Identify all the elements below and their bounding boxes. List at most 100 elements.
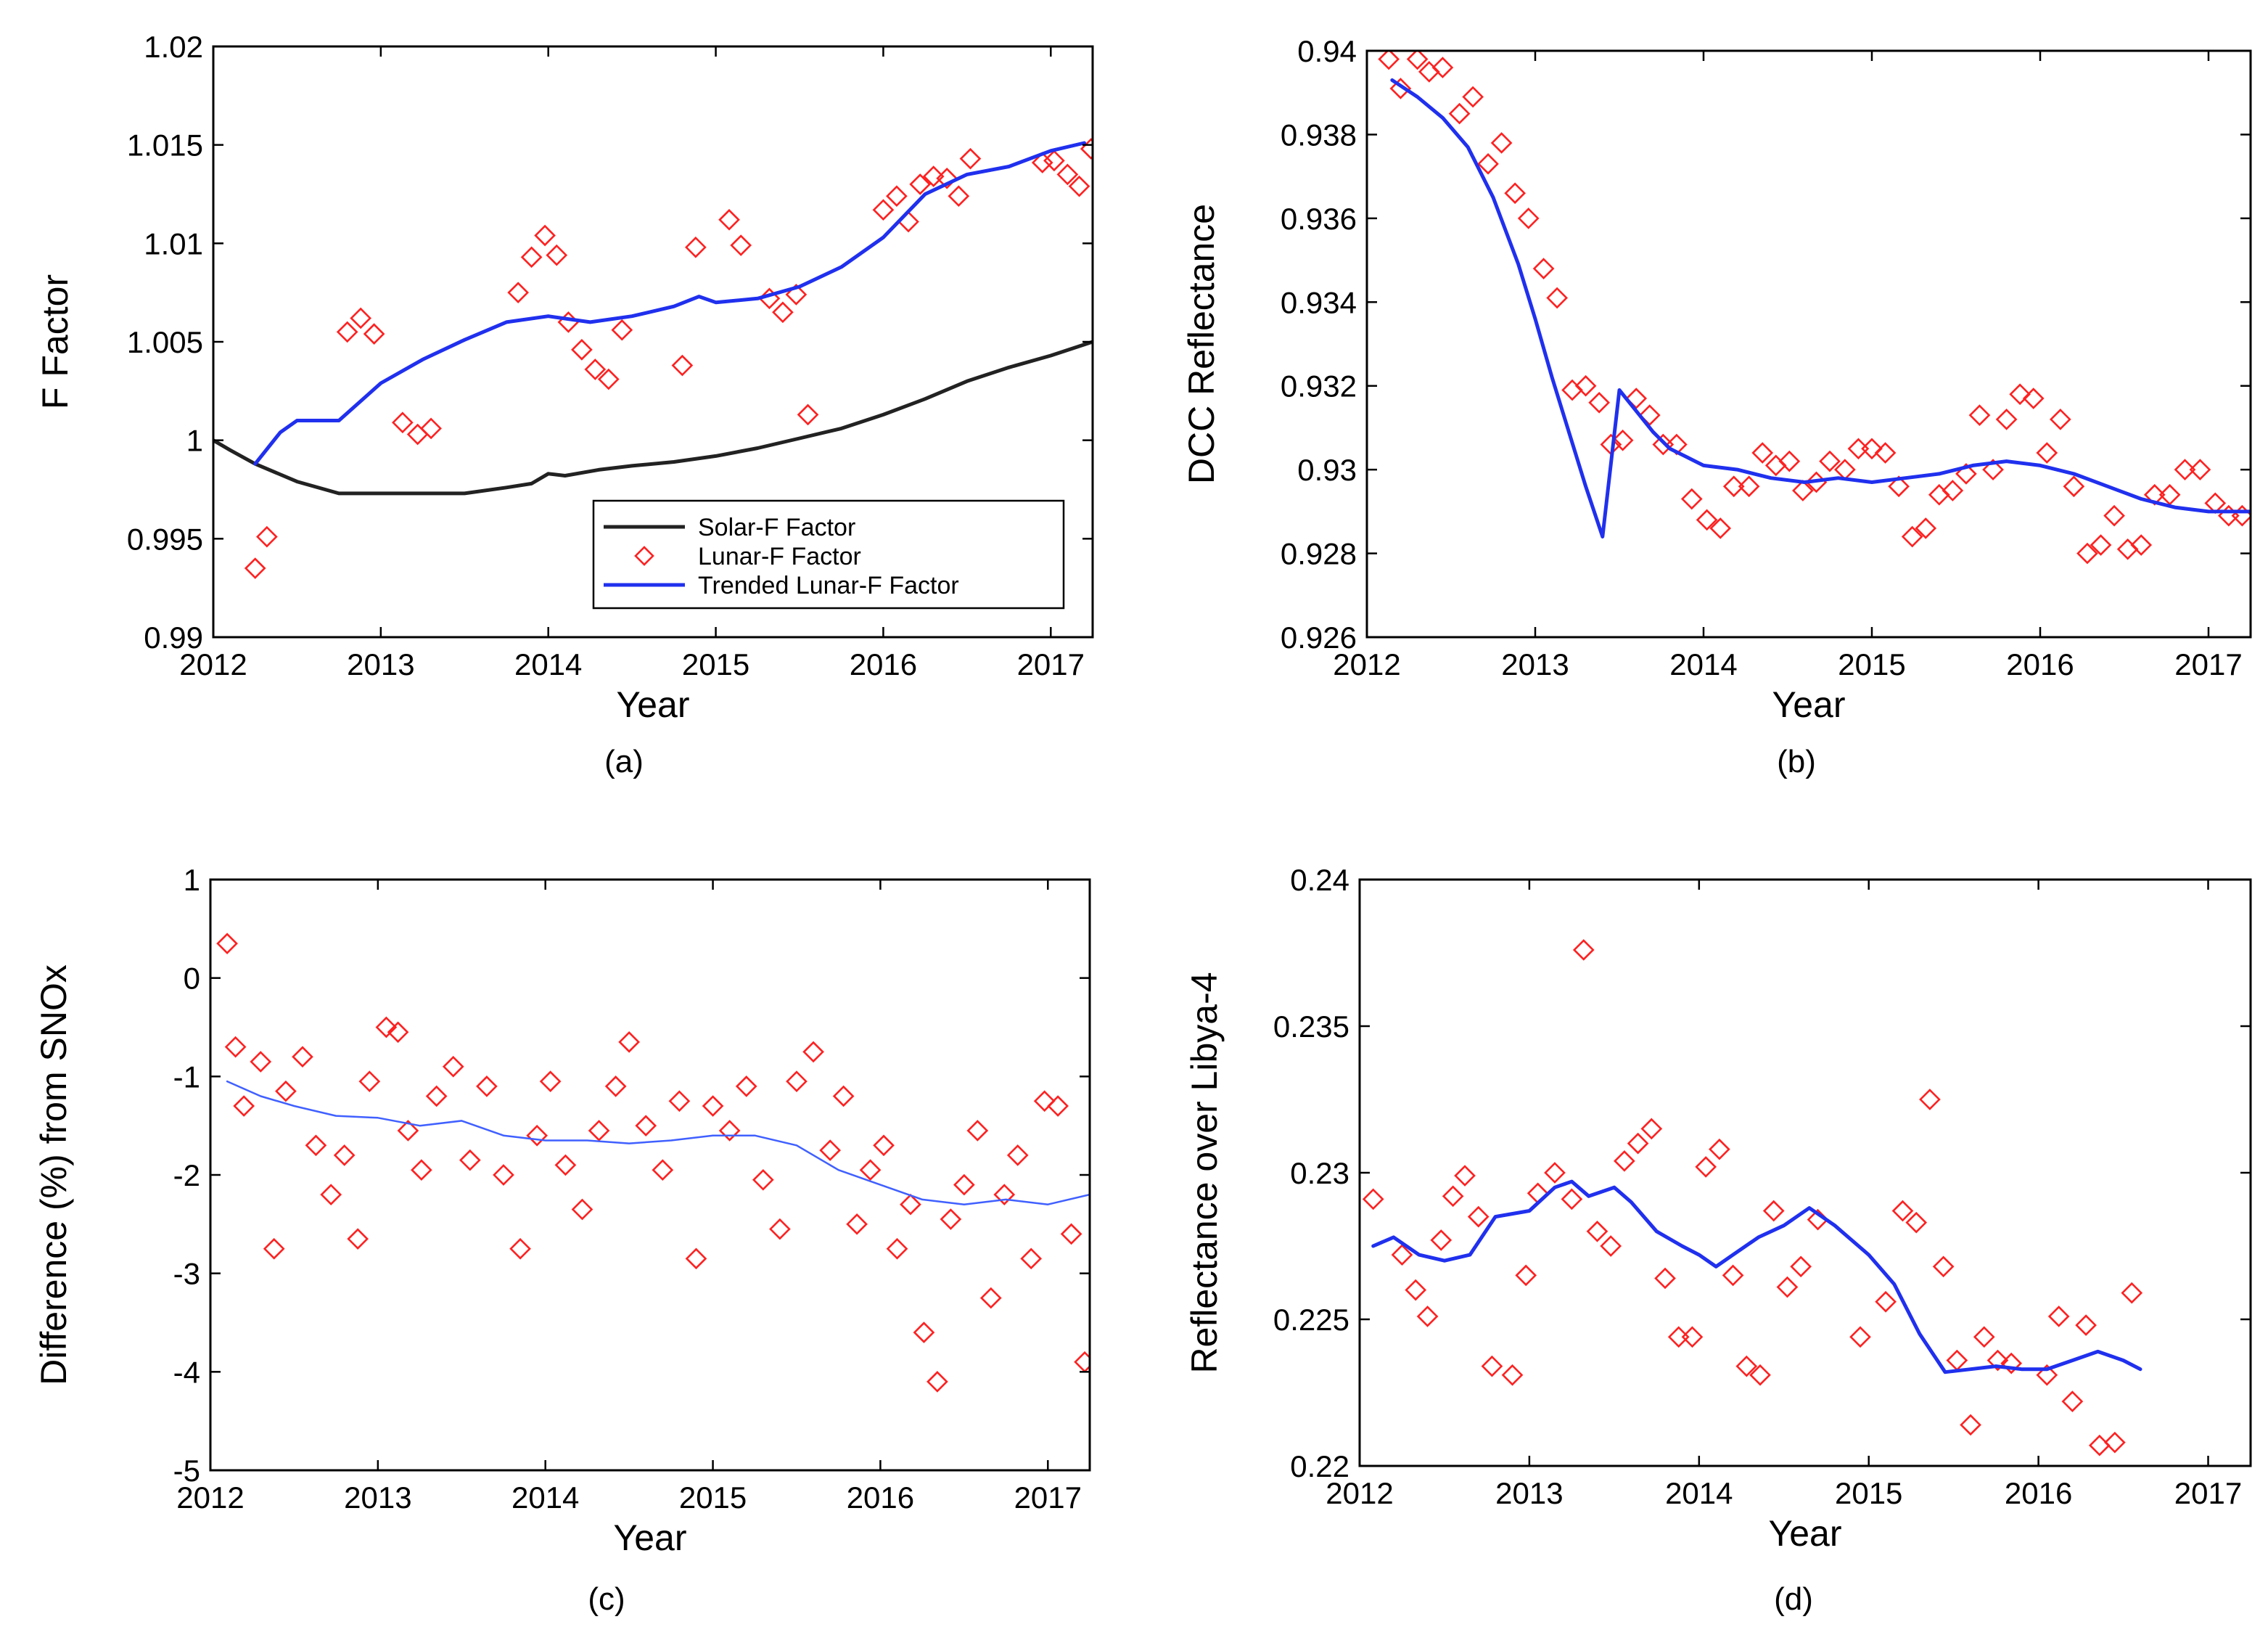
y-tick-label: 0.225	[1273, 1303, 1349, 1337]
x-tick-label: 2013	[347, 647, 414, 681]
x-tick-label: 2016	[2005, 1476, 2072, 1510]
data-point	[1919, 1089, 1941, 1110]
data-point	[873, 1134, 895, 1157]
data-point	[1901, 525, 1923, 548]
data-point	[333, 1144, 356, 1166]
series-line-a-2	[253, 141, 1086, 466]
sub-figure-caption: (d)	[1774, 1581, 1813, 1617]
data-point	[1572, 939, 1595, 961]
data-point	[886, 185, 908, 208]
data-point	[350, 307, 371, 329]
data-point	[1638, 404, 1661, 426]
data-point	[534, 224, 556, 247]
data-point	[546, 244, 568, 266]
legend-box	[592, 499, 1065, 610]
y-tick-label: -2	[173, 1158, 200, 1192]
data-point	[1625, 388, 1648, 409]
data-point	[1995, 409, 2018, 430]
data-point	[1462, 86, 1484, 108]
data-point	[1006, 1144, 1029, 1166]
chart-c: 2012 2013 2014 2015 2016 2017 -5 -4 -3 -2 -1 0 1 Year…	[33, 863, 1091, 1617]
data-point	[2061, 1390, 2084, 1412]
data-point	[275, 1080, 297, 1102]
y-tick-label: 0.936	[1281, 202, 1357, 236]
data-point	[250, 1051, 272, 1073]
y-tick-label: 0.938	[1281, 118, 1357, 152]
data-point	[1640, 1118, 1663, 1140]
x-tick-label: 2012	[176, 1480, 244, 1515]
data-point	[1477, 152, 1499, 175]
data-point	[476, 1075, 498, 1097]
data-point	[2189, 459, 2211, 480]
data-point	[363, 323, 385, 345]
y-tick-label: 0.928	[1281, 537, 1357, 571]
data-point	[1060, 1223, 1082, 1245]
y-tick-label: 1.015	[127, 128, 203, 163]
plot-frame	[209, 878, 1091, 1472]
data-point	[1709, 1138, 1730, 1160]
data-point	[1709, 517, 1732, 539]
y-tick-label: 1.005	[127, 325, 203, 359]
y-tick-label: 0.932	[1281, 369, 1357, 403]
data-point	[2022, 388, 2045, 409]
y-tick-label: 0.926	[1281, 620, 1357, 655]
data-point	[966, 1120, 989, 1142]
y-tick-label: 0.934	[1281, 285, 1357, 319]
data-point	[802, 1041, 824, 1063]
series-line-b-1	[1390, 78, 2251, 538]
data-point	[233, 1095, 255, 1117]
data-point	[1973, 1326, 1995, 1348]
x-tick-label: 2013	[344, 1480, 411, 1515]
data-point	[926, 1371, 948, 1393]
x-tick-label: 2014	[1665, 1476, 1733, 1510]
data-point	[1406, 51, 1429, 70]
data-point	[1819, 450, 1841, 472]
data-point	[1942, 480, 1964, 501]
data-point	[1561, 1188, 1583, 1210]
data-point	[1790, 1255, 1812, 1278]
data-point	[900, 1193, 921, 1216]
data-point	[1722, 475, 1745, 498]
data-point	[685, 1247, 707, 1270]
data-point	[1546, 287, 1568, 309]
data-point	[1068, 175, 1090, 197]
data-point	[1749, 1364, 1771, 1386]
data-point	[668, 1090, 691, 1113]
data-point	[597, 368, 620, 390]
data-point	[1074, 1351, 1090, 1373]
x-tick-label: 2015	[1835, 1476, 1902, 1510]
x-axis-label: Year	[1772, 684, 1845, 725]
y-tick-label: -5	[173, 1454, 200, 1488]
data-point	[735, 1075, 757, 1097]
data-point	[2088, 1434, 2111, 1456]
data-point	[411, 1159, 432, 1181]
x-tick-label: 2015	[1838, 647, 1905, 681]
data-point	[913, 1322, 935, 1343]
x-tick-label: 2017	[1014, 1480, 1082, 1515]
data-point	[347, 1228, 369, 1250]
data-point	[1448, 102, 1471, 125]
data-point	[263, 1237, 285, 1260]
plot-area-a	[213, 138, 1093, 579]
data-point	[509, 1237, 531, 1260]
y-tick-label: -3	[173, 1257, 200, 1291]
x-tick-label: 2013	[1495, 1476, 1563, 1510]
data-point	[1735, 1355, 1758, 1377]
data-point	[1681, 1326, 1704, 1348]
data-point	[387, 1021, 409, 1044]
data-point	[2050, 409, 2071, 430]
data-point	[948, 185, 970, 208]
y-tick-label: 1.02	[144, 30, 203, 64]
data-point	[1416, 1306, 1439, 1327]
data-point	[785, 284, 808, 306]
data-point	[2231, 504, 2251, 527]
data-point	[1875, 1290, 1897, 1313]
data-point	[1574, 374, 1597, 397]
data-point	[718, 1120, 741, 1142]
x-axis-label: Year	[613, 1517, 686, 1558]
data-point	[336, 321, 358, 343]
data-point	[2103, 504, 2125, 527]
data-point	[1849, 1326, 1871, 1348]
legend-entry-label: Trended Lunar-F Factor	[698, 572, 959, 599]
